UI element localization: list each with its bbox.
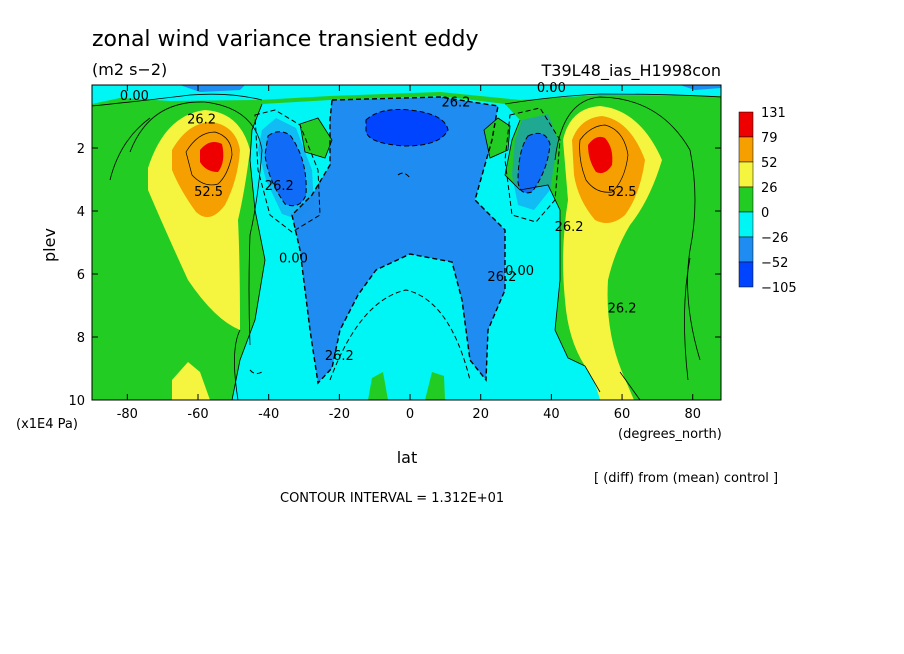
colorbar-swatch: [738, 111, 754, 138]
x-tick-label: 0: [406, 407, 414, 422]
colorbar-swatch: [738, 161, 754, 188]
contour-fill: [92, 85, 721, 400]
contour-interval: CONTOUR INTERVAL = 1.312E+01: [280, 491, 504, 506]
colorbar-label: 26: [761, 181, 778, 196]
contour-label: 0.00: [120, 89, 149, 104]
contour-line: [483, 117, 511, 159]
x-tick-label: 80: [684, 407, 701, 422]
contour-line: [264, 131, 307, 207]
contour-line: [687, 149, 701, 361]
contour-line: [554, 96, 691, 161]
colorbar-label: −26: [761, 231, 788, 246]
units-label: (m2 s−2): [92, 60, 167, 79]
contour-label: 26.2: [187, 113, 216, 128]
contour-line: [517, 132, 551, 194]
x-tick-label: -20: [329, 407, 350, 422]
y-unit-label: (x1E4 Pa): [16, 417, 78, 432]
contour-line: [397, 172, 411, 179]
contour-line: [684, 257, 691, 381]
contour-line: [291, 96, 506, 385]
contour-line: [234, 329, 241, 400]
y-tick-label: 10: [68, 394, 85, 409]
fill-left-red: [200, 142, 224, 172]
x-tick-label: 40: [543, 407, 560, 422]
diff-note: [ (diff) from (mean) control ]: [594, 471, 778, 486]
fill-right-red: [588, 136, 613, 174]
x-tick-label: 20: [472, 407, 489, 422]
contour-line: [92, 93, 263, 107]
colorbar-swatch: [738, 211, 754, 238]
y-axis-label: plev: [40, 228, 59, 262]
fill-bottom-green-2: [425, 372, 445, 400]
colorbar-label: 52: [761, 156, 778, 171]
y-axis-ticks: 2 4 6 8 10: [68, 142, 721, 409]
colorbar-swatch: [738, 186, 754, 213]
fill-right-green-patch: [484, 118, 510, 158]
contour-line: [299, 117, 333, 159]
contour-line: [249, 369, 263, 375]
x-tick-label: -60: [187, 407, 208, 422]
contour-line: [504, 93, 721, 105]
fill-right-blue-halo: [512, 114, 558, 210]
x-tick-label: 60: [614, 407, 631, 422]
contour-label: 52.5: [608, 185, 637, 200]
contour-label: 26.2: [487, 270, 516, 285]
colorbar-label: 0: [761, 206, 769, 221]
colorbar-swatch: [738, 261, 754, 288]
negative-contours: [249, 96, 561, 385]
y-tick-label: 4: [77, 205, 85, 220]
y-tick-label: 2: [77, 142, 85, 157]
colorbar-swatch: [738, 236, 754, 263]
contour-line: [109, 117, 151, 181]
zero-contours: [231, 103, 601, 400]
fill-bottom-yellow-left: [172, 362, 210, 400]
contour-label: 26.2: [265, 179, 294, 194]
contour-label: 0.00: [505, 264, 534, 279]
contour-line: [619, 371, 641, 400]
fill-central-blue: [292, 97, 505, 383]
colorbar-label: −52: [761, 256, 788, 271]
contour-label: 0.00: [279, 251, 308, 266]
contour-lines: [92, 93, 721, 400]
chart-title: zonal wind variance transient eddy: [92, 27, 479, 52]
colorbar-label: 79: [761, 131, 778, 146]
fill-top-cyan: [92, 85, 721, 104]
contour-line: [365, 109, 449, 147]
contour-line: [231, 103, 266, 400]
fill-top-blue-right: [680, 85, 721, 90]
contour-label: 26.2: [555, 220, 584, 235]
x-unit-label: (degrees_north): [618, 427, 722, 442]
contour-line: [504, 119, 601, 393]
colorbar-swatch: [738, 136, 754, 163]
fill-bottom-green-3: [92, 372, 120, 400]
plot-frame: [91, 84, 722, 401]
fill-left-blue-halo: [258, 118, 314, 220]
x-axis-label: lat: [397, 448, 418, 467]
colorbar: 131 79 52 26 0 −26 −52 −105: [738, 106, 797, 296]
contour-line: [329, 289, 471, 381]
fill-bottom-green-1: [368, 372, 388, 400]
contour-line: [254, 109, 321, 233]
colorbar-label: 131: [761, 106, 786, 121]
contour-label: 26.2: [608, 302, 637, 317]
x-axis-ticks: -80 -60 -40 -20 0 20 40 60 80: [117, 85, 701, 422]
x-tick-label: -80: [117, 407, 138, 422]
contour-label: 52.5: [194, 185, 223, 200]
run-label: T39L48_ias_H1998con: [541, 61, 721, 81]
contour-label: 26.2: [325, 349, 354, 364]
x-tick-label: -40: [258, 407, 279, 422]
fill-top-dark-blue: [366, 109, 448, 146]
fill-top-blue-left: [180, 85, 245, 92]
contour-label: 26.2: [441, 95, 470, 110]
y-tick-label: 6: [77, 268, 85, 283]
colorbar-label: −105: [761, 281, 797, 296]
y-tick-label: 8: [77, 331, 85, 346]
contour-line: [129, 101, 263, 346]
